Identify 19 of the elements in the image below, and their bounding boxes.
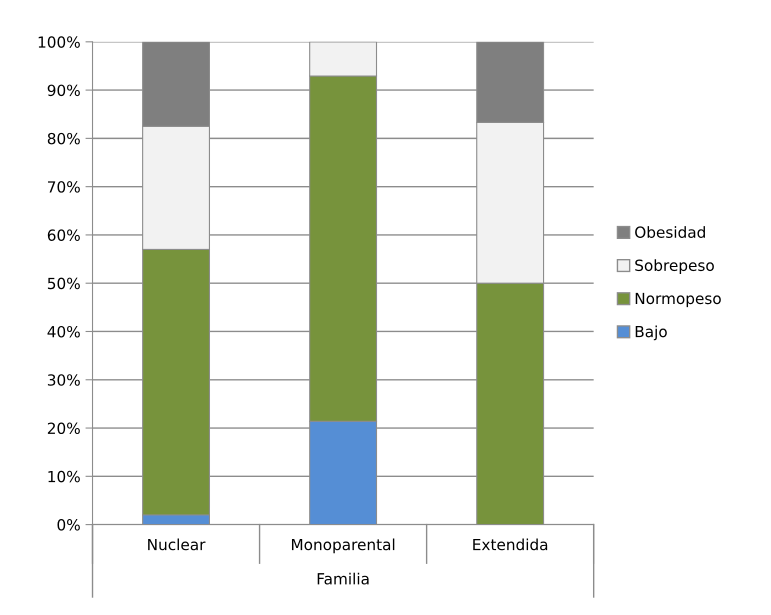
legend-label: Obesidad	[635, 226, 705, 238]
x-tick-label: Monoparental	[292, 538, 394, 554]
legend-label: Sobrepeso	[635, 259, 714, 274]
y-tick-label: 50%	[48, 278, 80, 290]
y-tick-label: 90%	[48, 84, 80, 96]
y-tick-label: 40%	[48, 326, 80, 338]
legend-label: Normopeso	[636, 292, 721, 308]
y-tick-label: 0%	[57, 519, 80, 531]
x-tick-label: Nuclear	[148, 538, 206, 550]
y-tick-label: 100%	[38, 36, 80, 48]
y-tick-label: 30%	[48, 374, 80, 386]
y-tick-label: 20%	[48, 422, 80, 434]
y-tick-label: 80%	[48, 132, 80, 144]
x-axis-title: Familia	[318, 572, 369, 585]
y-tick-label: 60%	[48, 229, 80, 241]
legend-label: Bajo	[636, 325, 667, 340]
x-tick-label: Extendida	[473, 538, 548, 550]
y-tick-label: 10%	[48, 470, 80, 482]
y-tick-label: 70%	[48, 181, 80, 193]
